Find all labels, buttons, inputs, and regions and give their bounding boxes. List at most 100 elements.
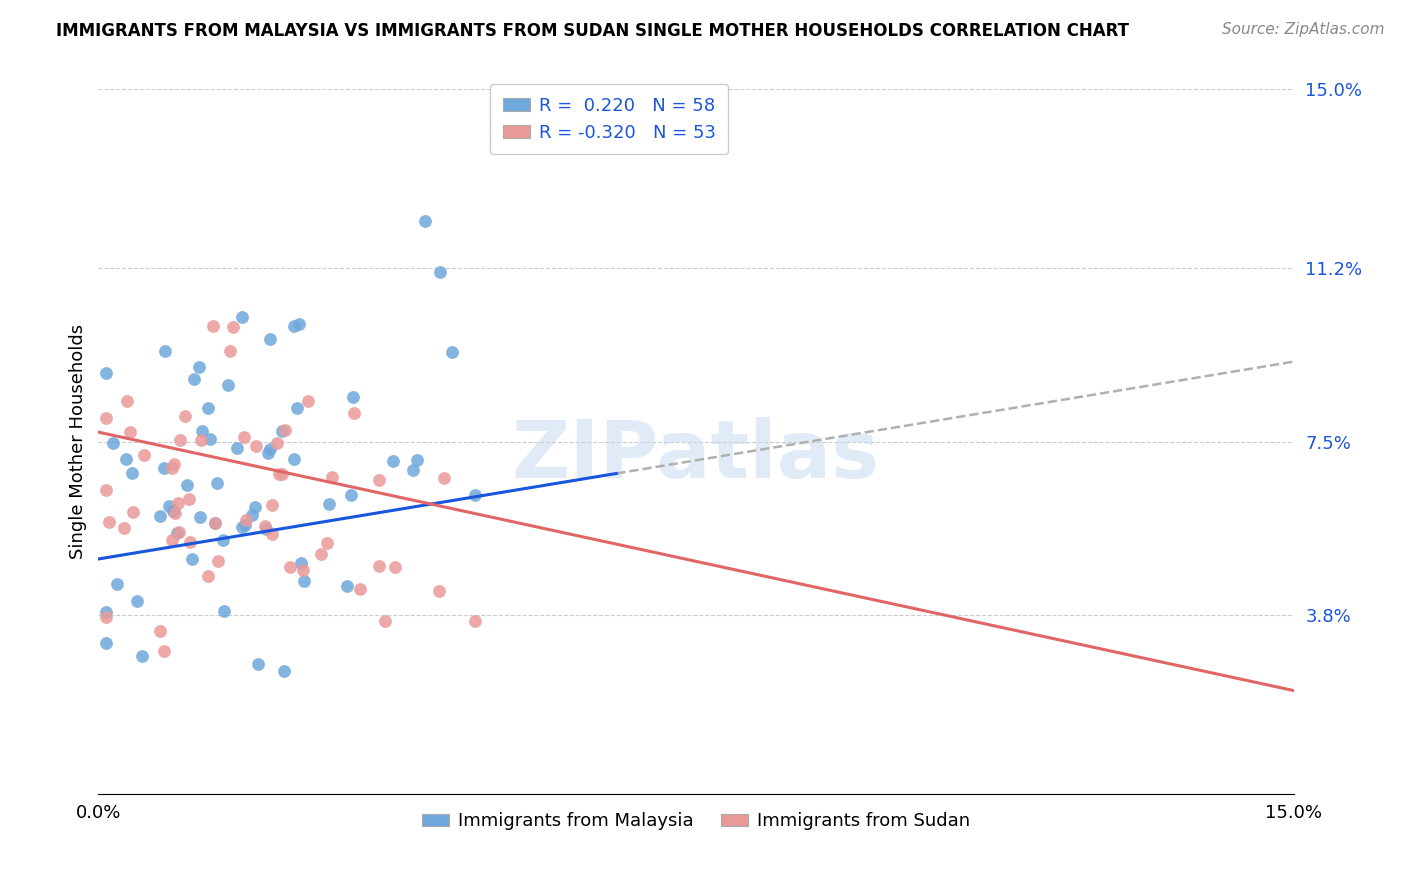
Point: [231, 310, 253, 325]
Point: [259, 442, 281, 456]
Point: [254, 522, 277, 536]
Point: [232, 429, 254, 443]
Point: [163, 457, 186, 471]
Point: [257, 445, 280, 459]
Point: [274, 423, 297, 437]
Point: [153, 461, 176, 475]
Point: [160, 533, 183, 547]
Point: [97, 515, 120, 529]
Point: [169, 433, 191, 447]
Point: [222, 320, 245, 334]
Point: [96, 367, 118, 381]
Point: [321, 470, 343, 484]
Point: [166, 526, 188, 541]
Point: [440, 345, 463, 359]
Point: [177, 491, 200, 506]
Point: [309, 547, 332, 561]
Point: [231, 520, 253, 534]
Point: [96, 610, 118, 624]
Point: [219, 344, 242, 359]
Point: [201, 318, 224, 333]
Point: [343, 406, 366, 420]
Point: [260, 499, 283, 513]
Point: [245, 439, 267, 453]
Point: [349, 582, 371, 597]
Point: [384, 560, 406, 574]
Point: [246, 657, 269, 672]
Text: Source: ZipAtlas.com: Source: ZipAtlas.com: [1222, 22, 1385, 37]
Point: [101, 435, 124, 450]
Point: [96, 483, 118, 497]
Point: [149, 509, 172, 524]
Point: [205, 476, 228, 491]
Point: [367, 473, 389, 487]
Point: [368, 559, 391, 574]
Point: [336, 579, 359, 593]
Point: [339, 488, 361, 502]
Point: [207, 554, 229, 568]
Point: [318, 497, 340, 511]
Point: [152, 644, 174, 658]
Point: [190, 425, 212, 439]
Point: [464, 488, 486, 502]
Y-axis label: Single Mother Households: Single Mother Households: [69, 324, 87, 559]
Point: [285, 401, 308, 416]
Point: [235, 513, 257, 527]
Point: [132, 448, 155, 462]
Point: [157, 499, 180, 513]
Point: [413, 213, 436, 227]
Legend: Immigrants from Malaysia, Immigrants from Sudan: Immigrants from Malaysia, Immigrants fro…: [415, 805, 977, 838]
Point: [217, 378, 239, 392]
Point: [121, 505, 143, 519]
Point: [112, 521, 135, 535]
Point: [96, 636, 118, 650]
Point: [240, 508, 263, 523]
Point: [283, 319, 305, 334]
Point: [197, 401, 219, 416]
Point: [316, 536, 339, 550]
Point: [131, 648, 153, 663]
Point: [183, 372, 205, 386]
Point: [121, 466, 143, 480]
Point: [342, 390, 364, 404]
Point: [402, 463, 425, 477]
Point: [167, 496, 190, 510]
Point: [96, 605, 118, 619]
Point: [290, 556, 312, 570]
Point: [179, 535, 201, 549]
Point: [283, 451, 305, 466]
Point: [188, 510, 211, 524]
Point: [233, 518, 256, 533]
Point: [226, 441, 249, 455]
Point: [212, 604, 235, 618]
Point: [259, 332, 281, 346]
Point: [292, 574, 315, 588]
Point: [266, 436, 288, 450]
Point: [173, 409, 195, 423]
Point: [105, 577, 128, 591]
Point: [153, 344, 176, 359]
Point: [254, 519, 277, 533]
Point: [269, 467, 291, 482]
Point: [149, 624, 172, 639]
Point: [429, 265, 451, 279]
Point: [181, 552, 204, 566]
Point: [212, 533, 235, 548]
Point: [406, 452, 429, 467]
Point: [270, 467, 292, 482]
Point: [96, 411, 118, 425]
Point: [187, 360, 209, 375]
Text: IMMIGRANTS FROM MALAYSIA VS IMMIGRANTS FROM SUDAN SINGLE MOTHER HOUSEHOLDS CORRE: IMMIGRANTS FROM MALAYSIA VS IMMIGRANTS F…: [56, 22, 1129, 40]
Point: [273, 665, 295, 679]
Point: [190, 433, 212, 447]
Point: [433, 471, 456, 485]
Text: ZIPatlas: ZIPatlas: [512, 417, 880, 495]
Point: [198, 432, 221, 446]
Point: [115, 394, 138, 409]
Point: [270, 424, 292, 438]
Point: [382, 454, 405, 468]
Point: [280, 560, 302, 574]
Point: [464, 614, 486, 628]
Point: [204, 516, 226, 530]
Point: [297, 393, 319, 408]
